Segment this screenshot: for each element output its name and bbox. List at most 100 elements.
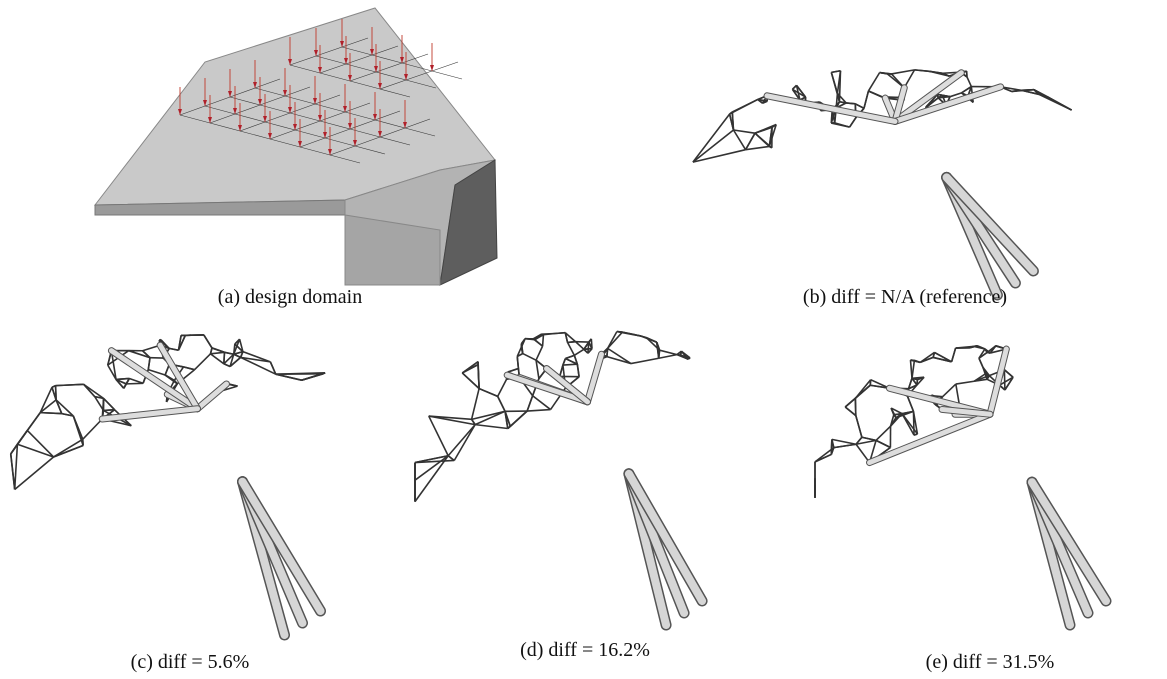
strut [223,353,235,365]
strut [861,436,877,442]
grid-line [179,114,211,124]
grid-line [379,127,406,138]
grid-line [329,154,361,164]
strut [566,342,576,356]
strut [606,355,632,365]
strut [453,424,476,461]
strut [833,443,857,449]
strut [541,334,545,347]
strut [855,443,871,464]
strut [831,439,835,448]
arrow-head [318,115,322,121]
strut [744,132,756,151]
strut [461,363,479,374]
grid-line [254,78,281,89]
strut [301,373,324,381]
strut [13,444,19,490]
tube [108,348,200,412]
arrow-head [268,133,272,139]
arrow-head [370,49,374,55]
grid-line [344,102,371,113]
strut [732,129,747,151]
arrow-head [344,58,348,64]
strut [504,411,512,427]
strut [520,338,526,348]
strut [478,387,498,398]
strut [555,331,566,335]
grid-line [319,72,351,82]
strut [211,347,225,354]
strut [53,438,84,458]
grid-line [269,138,301,148]
strut [526,395,534,412]
strut [573,355,579,365]
arrow-head [283,90,287,96]
tube [238,477,325,615]
strut [224,351,234,356]
grid-line [314,94,341,105]
grid-line [299,146,331,156]
strut [496,378,508,397]
tube [942,173,1038,275]
arrow-head [378,131,382,137]
arrow-head [298,141,302,147]
arrow-head [263,116,267,122]
strut [791,88,801,101]
tube [585,351,604,405]
tube [157,342,200,412]
strut [565,354,575,360]
strut [428,415,449,457]
arrow-head [313,98,317,104]
strut [1033,89,1049,99]
strut [129,377,144,385]
strut [978,348,986,359]
strut [942,383,957,398]
strut [630,357,659,365]
grid-line [239,121,266,132]
strut [831,438,857,446]
strut [82,418,103,440]
strut [26,429,55,458]
grid-line [294,120,321,131]
grid-line [375,71,407,81]
strut [848,117,857,128]
strut [447,424,476,457]
strut [999,376,1014,386]
strut [203,334,213,349]
arrow-head [374,66,378,72]
strut [814,446,835,463]
strut [9,453,16,490]
grid-line [209,113,236,124]
strut [925,93,939,107]
strut [470,388,480,420]
strut [238,339,244,352]
strut [830,72,841,102]
strut [475,423,508,430]
strut [768,145,773,149]
strut [520,347,524,354]
strut [17,443,54,458]
strut [574,341,585,350]
strut [516,346,523,357]
grid-line [284,86,311,97]
strut [414,455,449,481]
strut [934,351,952,363]
grid-line [289,55,317,66]
strut [229,383,238,387]
strut [40,411,62,415]
strut [233,350,244,355]
arrow-head [253,82,257,88]
strut [210,351,225,355]
strut [102,397,116,411]
strut [771,123,777,128]
strut [868,90,882,98]
grid-line [179,105,206,116]
strut [541,332,556,335]
strut [942,94,951,98]
grid-line [345,63,377,73]
strut [889,414,895,427]
strut [640,335,658,343]
strut [240,356,271,363]
strut [103,408,115,412]
